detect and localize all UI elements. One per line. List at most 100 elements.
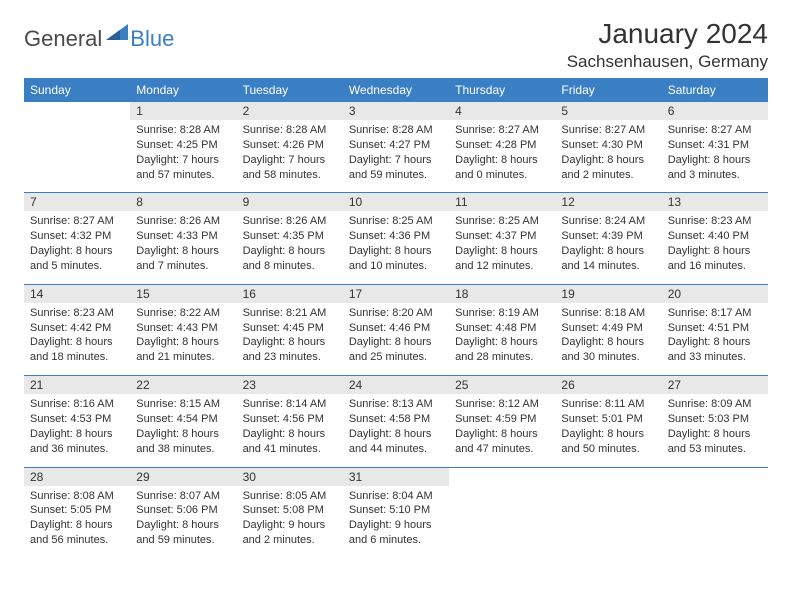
day-cell: 22Sunrise: 8:15 AMSunset: 4:54 PMDayligh… [130, 376, 236, 466]
daylight-text: Daylight: 8 hours and 23 minutes. [243, 335, 337, 365]
logo-triangle-icon [106, 24, 128, 45]
sunset-text: Sunset: 4:28 PM [455, 138, 549, 153]
day-number [24, 102, 130, 106]
day-number: 3 [343, 102, 449, 120]
day-number: 28 [24, 468, 130, 486]
day-number: 31 [343, 468, 449, 486]
day-header-row: Sunday Monday Tuesday Wednesday Thursday… [24, 78, 768, 102]
day-cell: 16Sunrise: 8:21 AMSunset: 4:45 PMDayligh… [237, 285, 343, 375]
sunrise-text: Sunrise: 8:09 AM [668, 397, 762, 412]
day-header: Tuesday [237, 78, 343, 102]
sunrise-text: Sunrise: 8:21 AM [243, 306, 337, 321]
day-cell: 24Sunrise: 8:13 AMSunset: 4:58 PMDayligh… [343, 376, 449, 466]
daylight-text: Daylight: 8 hours and 56 minutes. [30, 518, 124, 548]
day-header: Saturday [662, 78, 768, 102]
sunrise-text: Sunrise: 8:16 AM [30, 397, 124, 412]
sunset-text: Sunset: 4:58 PM [349, 412, 443, 427]
sunrise-text: Sunrise: 8:20 AM [349, 306, 443, 321]
sunset-text: Sunset: 4:45 PM [243, 321, 337, 336]
sunset-text: Sunset: 4:49 PM [561, 321, 655, 336]
day-number [449, 468, 555, 472]
day-cell: 27Sunrise: 8:09 AMSunset: 5:03 PMDayligh… [662, 376, 768, 466]
day-cell: 10Sunrise: 8:25 AMSunset: 4:36 PMDayligh… [343, 193, 449, 283]
day-number: 7 [24, 193, 130, 211]
day-number: 24 [343, 376, 449, 394]
daylight-text: Daylight: 8 hours and 7 minutes. [136, 244, 230, 274]
day-header: Friday [555, 78, 661, 102]
daylight-text: Daylight: 8 hours and 0 minutes. [455, 153, 549, 183]
sunrise-text: Sunrise: 8:26 AM [243, 214, 337, 229]
day-number: 1 [130, 102, 236, 120]
day-cell: 12Sunrise: 8:24 AMSunset: 4:39 PMDayligh… [555, 193, 661, 283]
sunset-text: Sunset: 4:59 PM [455, 412, 549, 427]
sunrise-text: Sunrise: 8:24 AM [561, 214, 655, 229]
daylight-text: Daylight: 8 hours and 38 minutes. [136, 427, 230, 457]
daylight-text: Daylight: 8 hours and 41 minutes. [243, 427, 337, 457]
week-row: 1Sunrise: 8:28 AMSunset: 4:25 PMDaylight… [24, 102, 768, 192]
sunrise-text: Sunrise: 8:05 AM [243, 489, 337, 504]
title-block: January 2024 Sachsenhausen, Germany [567, 18, 768, 72]
day-number: 6 [662, 102, 768, 120]
sunset-text: Sunset: 4:43 PM [136, 321, 230, 336]
day-number: 5 [555, 102, 661, 120]
daylight-text: Daylight: 8 hours and 30 minutes. [561, 335, 655, 365]
daylight-text: Daylight: 8 hours and 10 minutes. [349, 244, 443, 274]
day-number: 17 [343, 285, 449, 303]
day-cell: 26 Sunrise: 8:11 AMSunset: 5:01 PMDayligh… [555, 376, 661, 466]
day-cell [24, 102, 130, 192]
day-number: 18 [449, 285, 555, 303]
sunset-text: Sunset: 4:30 PM [561, 138, 655, 153]
sunrise-text: Sunrise: 8:23 AM [668, 214, 762, 229]
sunrise-text: Sunrise: 8:28 AM [349, 123, 443, 138]
week-row: 7Sunrise: 8:27 AMSunset: 4:32 PMDaylight… [24, 192, 768, 283]
day-number: 27 [662, 376, 768, 394]
sunset-text: Sunset: 4:31 PM [668, 138, 762, 153]
sunset-text: Sunset: 4:53 PM [30, 412, 124, 427]
month-title: January 2024 [567, 18, 768, 50]
sunrise-text: Sunrise: 8:26 AM [136, 214, 230, 229]
week-row: 14Sunrise: 8:23 AMSunset: 4:42 PMDayligh… [24, 284, 768, 375]
day-number: 12 [555, 193, 661, 211]
sunset-text: Sunset: 4:46 PM [349, 321, 443, 336]
sunset-text: Sunset: 5:01 PM [561, 412, 655, 427]
day-cell: 17Sunrise: 8:20 AMSunset: 4:46 PMDayligh… [343, 285, 449, 375]
day-cell: 28 Sunrise: 8:08 AMSunset: 5:05 PMDayligh… [24, 468, 130, 558]
sunrise-text: Sunrise: 8:25 AM [349, 214, 443, 229]
day-cell: 13Sunrise: 8:23 AMSunset: 4:40 PMDayligh… [662, 193, 768, 283]
logo-text-main: General [24, 26, 102, 52]
day-cell: 15Sunrise: 8:22 AMSunset: 4:43 PMDayligh… [130, 285, 236, 375]
daylight-text: Daylight: 8 hours and 2 minutes. [561, 153, 655, 183]
day-cell: 1Sunrise: 8:28 AMSunset: 4:25 PMDaylight… [130, 102, 236, 192]
daylight-text: Daylight: 8 hours and 12 minutes. [455, 244, 549, 274]
daylight-text: Daylight: 9 hours and 2 minutes. [243, 518, 337, 548]
day-cell: 3Sunrise: 8:28 AMSunset: 4:27 PMDaylight… [343, 102, 449, 192]
day-cell: 23Sunrise: 8:14 AMSunset: 4:56 PMDayligh… [237, 376, 343, 466]
sunset-text: Sunset: 5:08 PM [243, 503, 337, 518]
sunset-text: Sunset: 5:05 PM [30, 503, 124, 518]
day-cell: 14Sunrise: 8:23 AMSunset: 4:42 PMDayligh… [24, 285, 130, 375]
day-cell: 5Sunrise: 8:27 AMSunset: 4:30 PMDaylight… [555, 102, 661, 192]
day-cell: 21Sunrise: 8:16 AMSunset: 4:53 PMDayligh… [24, 376, 130, 466]
logo-text-accent: Blue [130, 26, 174, 52]
sunset-text: Sunset: 5:10 PM [349, 503, 443, 518]
day-number: 19 [555, 285, 661, 303]
day-number: 2 [237, 102, 343, 120]
daylight-text: Daylight: 8 hours and 47 minutes. [455, 427, 549, 457]
sunrise-text: Sunrise: 8:14 AM [243, 397, 337, 412]
daylight-text: Daylight: 8 hours and 33 minutes. [668, 335, 762, 365]
sunrise-text: Sunrise: 8:11 AM [561, 397, 655, 412]
sunrise-text: Sunrise: 8:08 AM [30, 489, 124, 504]
daylight-text: Daylight: 8 hours and 50 minutes. [561, 427, 655, 457]
location-title: Sachsenhausen, Germany [567, 52, 768, 72]
week-row: 21Sunrise: 8:16 AMSunset: 4:53 PMDayligh… [24, 375, 768, 466]
day-cell: 30Sunrise: 8:05 AMSunset: 5:08 PMDayligh… [237, 468, 343, 558]
day-number: 26 [555, 376, 661, 394]
sunrise-text: Sunrise: 8:15 AM [136, 397, 230, 412]
daylight-text: Daylight: 8 hours and 8 minutes. [243, 244, 337, 274]
daylight-text: Daylight: 8 hours and 28 minutes. [455, 335, 549, 365]
day-number [662, 468, 768, 472]
day-header: Monday [130, 78, 236, 102]
calendar: Sunday Monday Tuesday Wednesday Thursday… [24, 78, 768, 558]
day-header: Thursday [449, 78, 555, 102]
sunrise-text: Sunrise: 8:28 AM [243, 123, 337, 138]
